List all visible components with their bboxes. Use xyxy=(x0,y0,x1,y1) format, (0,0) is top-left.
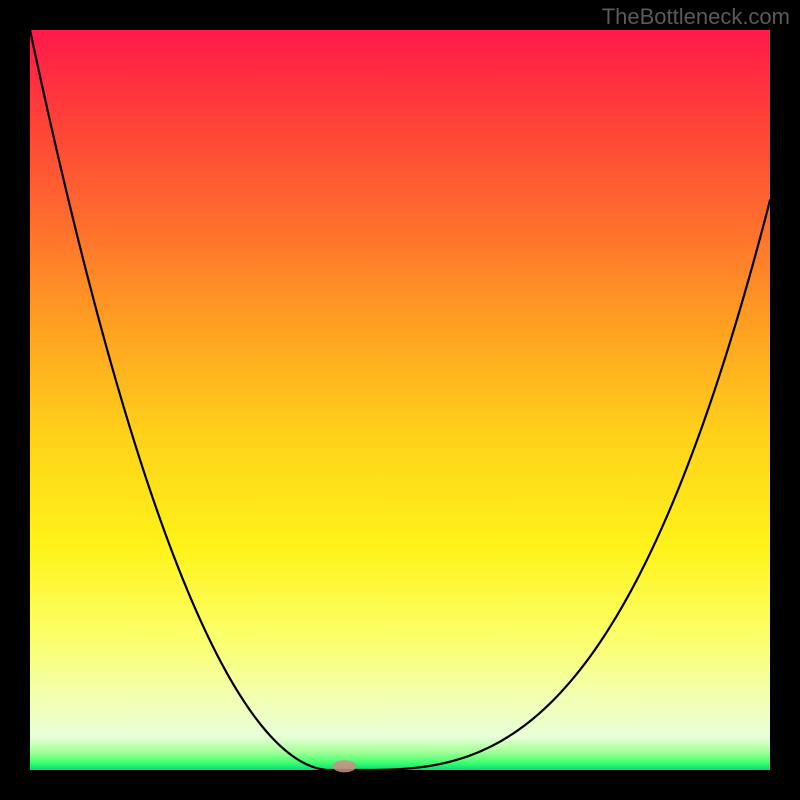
bottleneck-chart xyxy=(0,0,800,800)
chart-plot-gradient xyxy=(30,30,770,770)
optimal-point-marker xyxy=(333,760,357,772)
